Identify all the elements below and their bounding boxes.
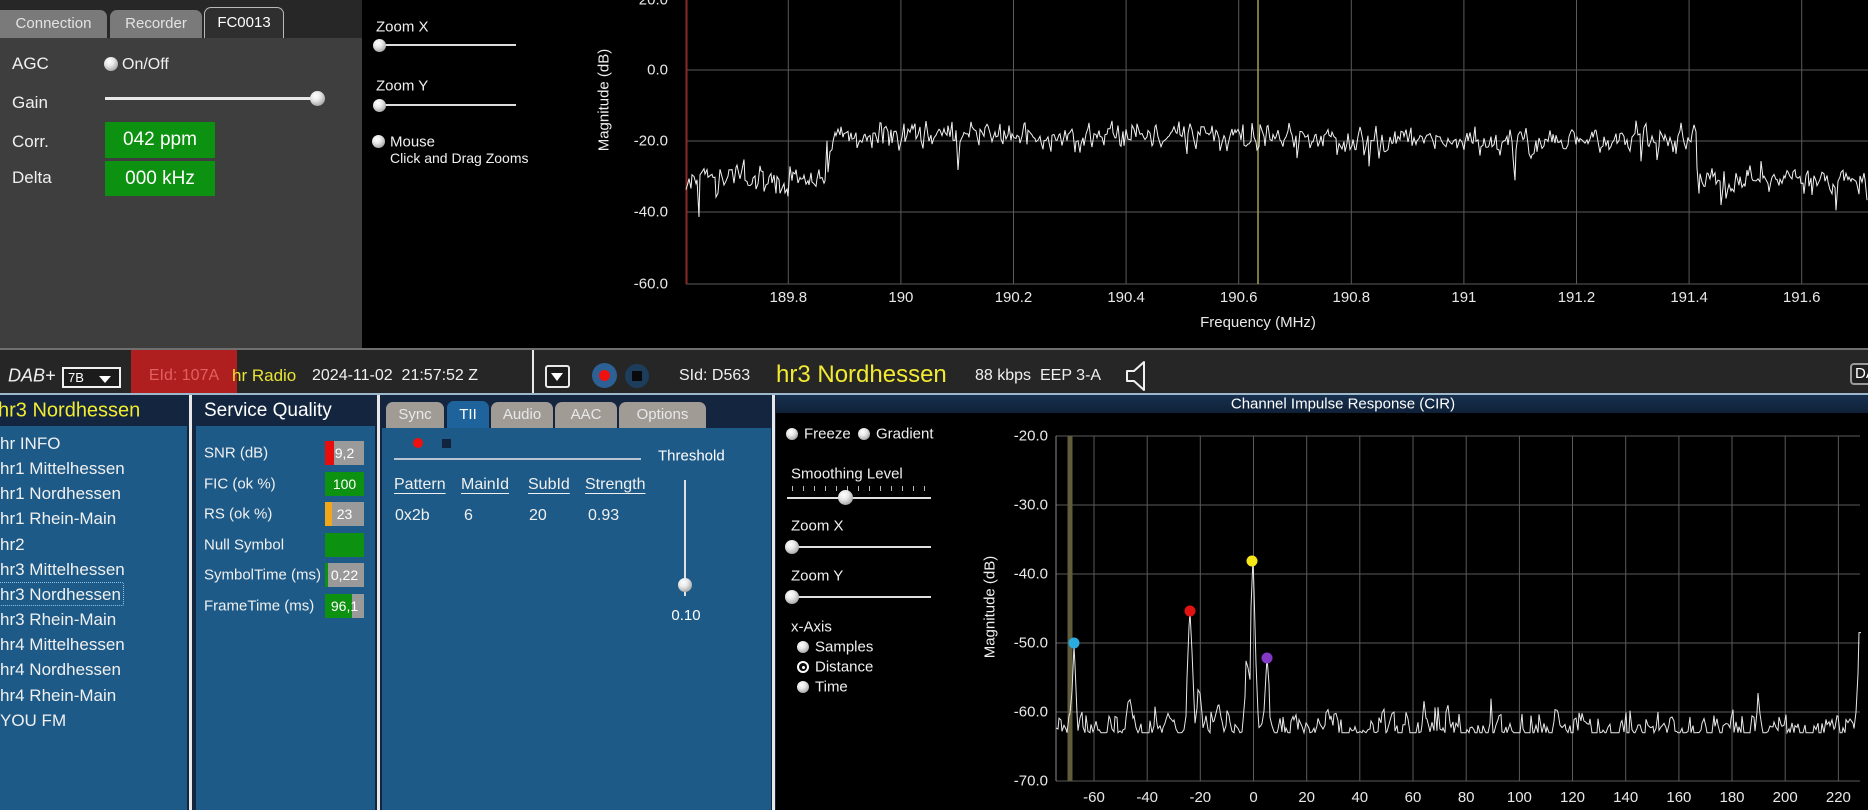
svg-text:190.2: 190.2 — [995, 289, 1033, 306]
svg-text:160: 160 — [1666, 789, 1691, 806]
svg-text:-60: -60 — [1083, 789, 1105, 806]
svg-text:Frequency (MHz): Frequency (MHz) — [1200, 314, 1316, 331]
svg-text:191: 191 — [1451, 289, 1476, 306]
svg-text:220: 220 — [1826, 789, 1851, 806]
svg-text:190.8: 190.8 — [1333, 289, 1371, 306]
svg-text:191.4: 191.4 — [1670, 289, 1708, 306]
svg-text:100: 100 — [1507, 789, 1532, 806]
svg-text:191.6: 191.6 — [1783, 289, 1821, 306]
svg-text:40: 40 — [1351, 789, 1368, 806]
svg-text:190: 190 — [888, 289, 913, 306]
svg-text:190.6: 190.6 — [1220, 289, 1258, 306]
svg-text:190.4: 190.4 — [1107, 289, 1145, 306]
svg-text:200: 200 — [1773, 789, 1798, 806]
svg-text:20: 20 — [1298, 789, 1315, 806]
svg-text:180: 180 — [1719, 789, 1744, 806]
svg-text:-40: -40 — [1136, 789, 1158, 806]
svg-text:60: 60 — [1405, 789, 1422, 806]
svg-text:-20: -20 — [1189, 789, 1211, 806]
svg-text:0: 0 — [1249, 789, 1257, 806]
svg-text:140: 140 — [1613, 789, 1638, 806]
svg-text:189.8: 189.8 — [770, 289, 808, 306]
svg-text:120: 120 — [1560, 789, 1585, 806]
svg-text:80: 80 — [1458, 789, 1475, 806]
svg-text:191.2: 191.2 — [1558, 289, 1596, 306]
